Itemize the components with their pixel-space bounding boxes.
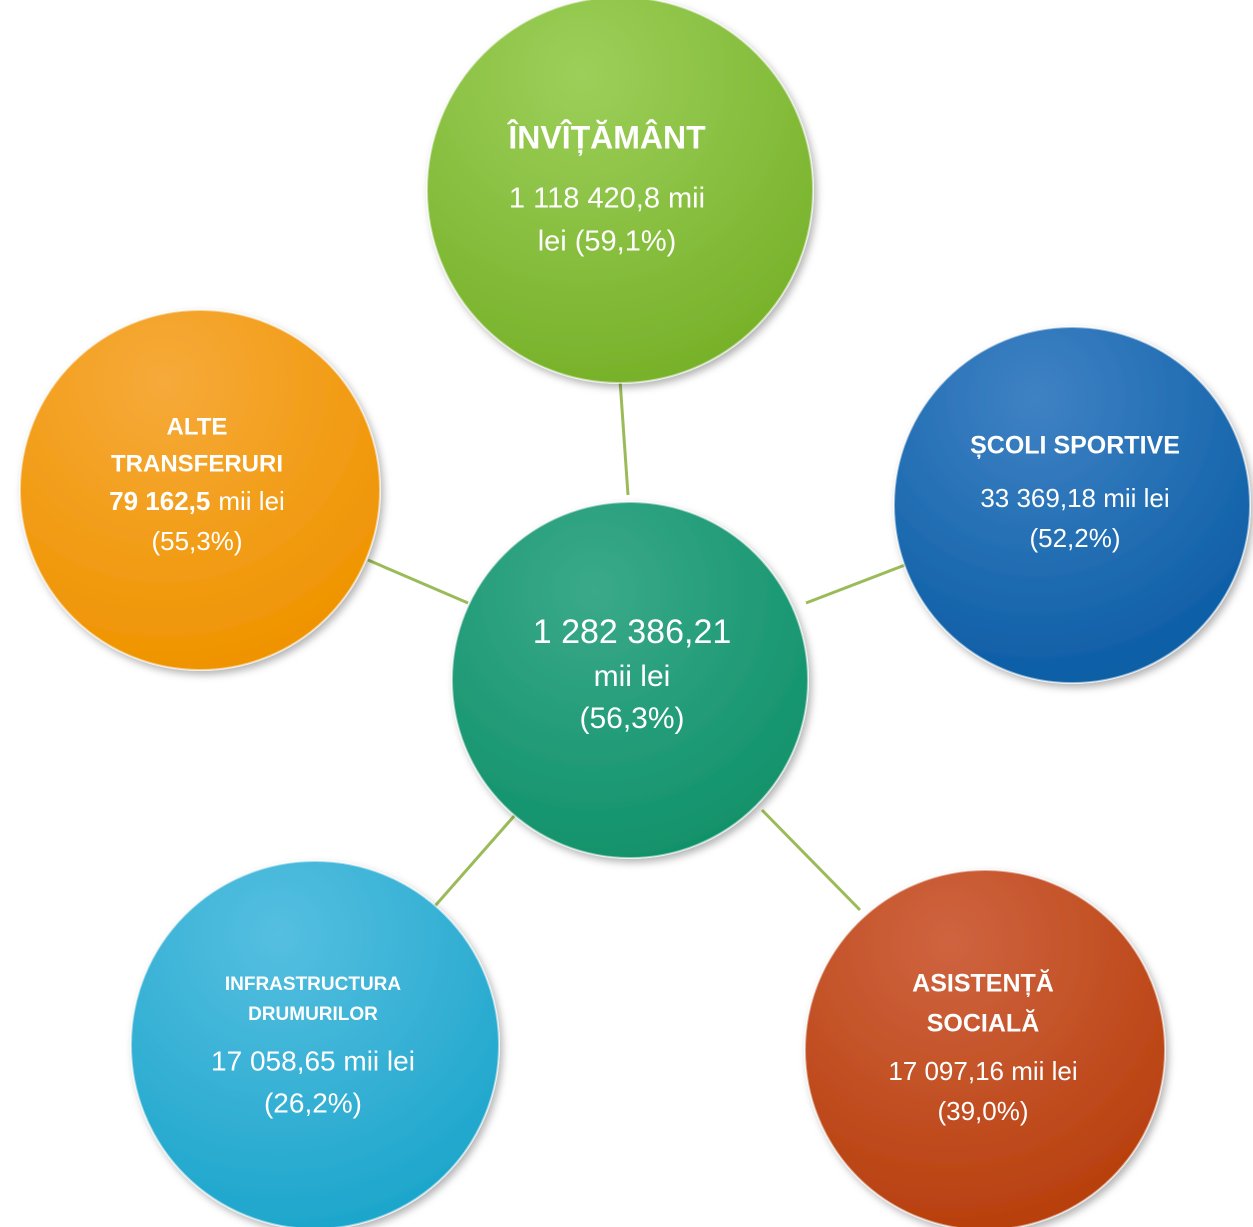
node-title: ASISTENȚĂ (912, 969, 1054, 998)
node-value: 1 118 420,8 mii (509, 183, 705, 215)
circles (19, 0, 1251, 1227)
node-value: 17 058,65 mii lei (211, 1045, 415, 1076)
node-value: 79 162,5 mii lei (109, 486, 285, 516)
node-value: (56,3%) (579, 702, 684, 735)
connector (433, 814, 517, 907)
node-title: TRANSFERURI (111, 450, 283, 477)
center-circle (451, 501, 809, 859)
node-value: (52,2%) (1029, 523, 1120, 553)
node-title: ÎNVÎȚĂMÂNT (506, 119, 706, 155)
node-circle (19, 309, 381, 671)
node-value: mii lei (594, 660, 671, 693)
connector (805, 563, 906, 605)
connector (760, 808, 862, 912)
node-circle (893, 326, 1251, 684)
node-value: 17 097,16 mii lei (888, 1056, 1077, 1086)
node-value: 33 369,18 mii lei (980, 483, 1169, 513)
node-circle (426, 0, 814, 384)
node-amount: 79 162,5 (109, 486, 210, 516)
node-value: (55,3%) (151, 526, 242, 556)
node-title: ALTE (167, 413, 228, 440)
connectors (367, 379, 906, 912)
node-value: 1 282 386,21 (533, 613, 732, 651)
node-title: INFRASTRUCTURA (225, 974, 402, 995)
node-title: ȘCOLI SPORTIVE (970, 432, 1180, 460)
node-value: (39,0%) (937, 1096, 1028, 1126)
connector (367, 558, 469, 605)
node-title: SOCIALĂ (927, 1009, 1040, 1038)
node-circle (804, 869, 1166, 1227)
node-value: lei (59,1%) (538, 226, 677, 258)
node-circle (130, 860, 500, 1227)
connector (618, 379, 630, 496)
node-unit: mii lei (218, 486, 284, 516)
node-value: (26,2%) (264, 1087, 362, 1118)
node-title: DRUMURILOR (248, 1004, 378, 1025)
